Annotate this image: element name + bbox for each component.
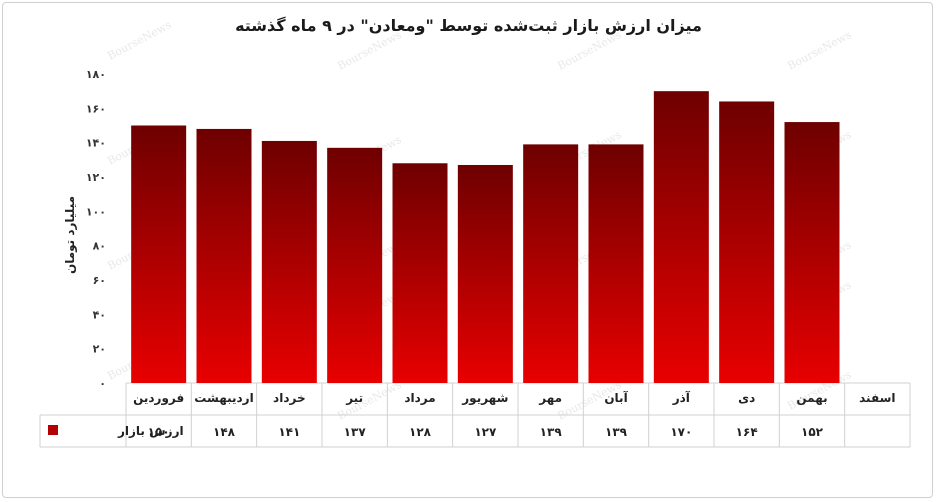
y-tick-label: ۴۰: [93, 308, 106, 321]
value-label: ۱۳۹: [605, 425, 628, 439]
y-tick-label: ۶۰: [93, 274, 106, 287]
y-tick-label: ۱۴۰: [86, 137, 106, 150]
value-label: ۱۳۹: [540, 425, 563, 439]
category-label: دی: [738, 391, 755, 405]
category-label: خرداد: [273, 391, 306, 405]
y-tick-label: ۲۰: [93, 343, 106, 356]
value-label: ۱۳۷: [344, 425, 367, 439]
category-label: بهمن: [796, 391, 827, 405]
y-tick-label: ۸۰: [93, 240, 106, 253]
category-label: شهریور: [461, 391, 508, 406]
chart-title: میزان ارزش بازار ثبت‌شده توسط "ومعادن" د…: [235, 16, 702, 35]
y-tick-label: ۰: [99, 377, 106, 390]
value-label: ۱۵۰: [148, 425, 170, 439]
y-tick-label: ۱۰۰: [86, 205, 106, 218]
watermark-text: BourseNews: [555, 28, 624, 73]
bar-4: [327, 147, 383, 383]
watermark-text: BourseNews: [785, 28, 854, 73]
legend-label: ارزش بازار: [117, 424, 184, 438]
value-label: ۱۵۲: [801, 425, 824, 439]
value-label: ۱۴۸: [213, 425, 236, 439]
value-label: ۱۷۰: [670, 425, 692, 439]
bar-10: [719, 101, 775, 383]
bar-1: [131, 125, 187, 383]
category-label: اردیبهشت: [194, 391, 253, 405]
watermark-text: BourseNews: [105, 18, 174, 63]
bar-5: [392, 163, 448, 383]
y-tick-label: ۱۸۰: [86, 68, 106, 81]
watermark-text: BourseNews: [335, 28, 404, 73]
y-tick-label: ۱۲۰: [86, 171, 106, 184]
bar-6: [457, 164, 513, 383]
category-label: فروردین: [133, 391, 184, 406]
category-label: تیر: [345, 391, 363, 405]
bar-11: [784, 122, 840, 384]
value-label: ۱۴۱: [278, 425, 300, 439]
value-label: ۱۲۷: [474, 425, 497, 439]
bar-2: [196, 128, 252, 383]
category-label: آذر: [672, 390, 691, 405]
category-label: مهر: [538, 391, 562, 405]
category-label: اسفند: [859, 391, 895, 405]
category-label: آبان: [604, 390, 628, 405]
legend-swatch: [48, 425, 58, 435]
value-label: ۱۶۴: [736, 425, 758, 439]
category-label: مرداد: [404, 391, 435, 405]
bar-3: [261, 140, 317, 383]
bar-7: [523, 144, 579, 383]
bar-9: [653, 91, 709, 384]
bar-8: [588, 144, 644, 383]
y-tick-label: ۱۶۰: [86, 102, 106, 115]
value-label: ۱۲۸: [409, 425, 432, 439]
